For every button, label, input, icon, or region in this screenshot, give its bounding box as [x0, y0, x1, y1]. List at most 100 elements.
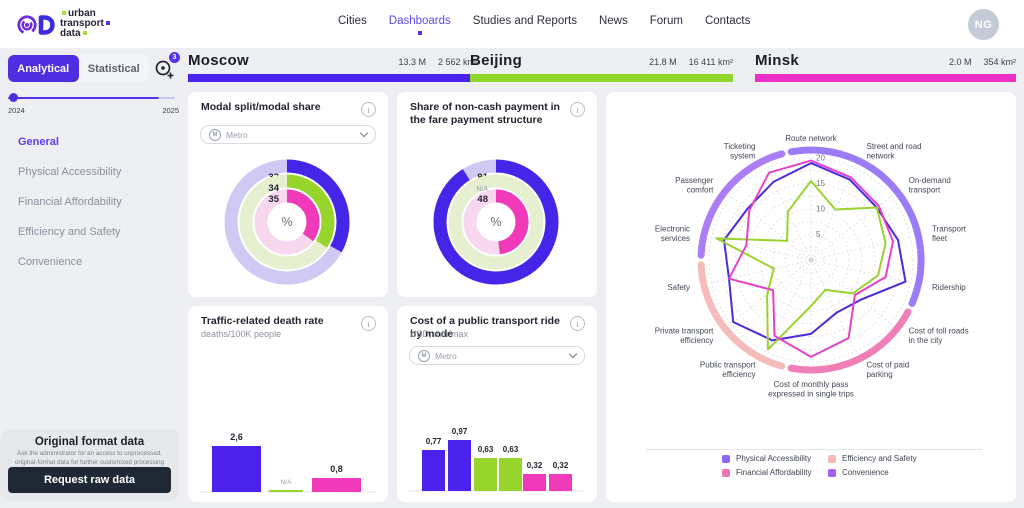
svg-text:15: 15	[816, 179, 825, 188]
svg-text:0,8: 0,8	[330, 464, 343, 474]
noncash-title: Share of non-cash payment in the fare pa…	[410, 101, 560, 127]
city-color-bar	[188, 74, 478, 82]
ride-cost-units: USD, min/max	[410, 329, 469, 339]
legend-swatch	[722, 454, 730, 463]
svg-text:48: 48	[477, 194, 488, 205]
raw-data-card: Original format data Ask the administrat…	[0, 429, 179, 501]
sidebar-item-efficiency-and-safety[interactable]: Efficiency and Safety	[18, 226, 121, 238]
modal-split-title: Modal split/modal share	[201, 101, 321, 113]
city-area: 354 km²	[983, 57, 1016, 67]
brand-square-lime-1	[62, 11, 66, 16]
svg-text:10: 10	[816, 205, 825, 214]
nav-item-dashboards[interactable]: Dashboards	[389, 15, 451, 35]
compare-cities-button[interactable]: 3	[152, 52, 180, 82]
city-area: 2 562 km²	[437, 57, 478, 67]
request-raw-data-button[interactable]: Request raw data	[8, 467, 171, 493]
svg-text:N/A: N/A	[281, 479, 293, 486]
brand-wordmark: urban transport data	[60, 9, 112, 39]
metro-icon: M	[418, 349, 430, 362]
sidebar-item-general[interactable]: General	[18, 136, 59, 148]
modal-split-card: Modal split/modal share i M Metro 33 34 35…	[188, 92, 388, 297]
brand-square-purple	[105, 21, 110, 26]
city-color-bar	[755, 74, 1016, 82]
ride-cost-mode-dropdown[interactable]: M Metro	[409, 346, 585, 365]
svg-text:5: 5	[816, 230, 821, 239]
legend-label: Convenience	[842, 468, 889, 477]
legend-label: Efficiency and Safety	[842, 454, 917, 463]
svg-text:%: %	[281, 215, 292, 229]
nav-item-forum[interactable]: Forum	[650, 15, 683, 27]
legend-label: Financial Affordability	[736, 468, 812, 477]
nav-item-studies-and-reports[interactable]: Studies and Reports	[473, 15, 577, 27]
raw-data-title: Original format data	[34, 436, 145, 448]
svg-text:0,63: 0,63	[478, 445, 494, 454]
info-icon[interactable]: i	[361, 316, 376, 331]
legend-swatch	[828, 468, 836, 477]
sidebar-item-physical-accessibility[interactable]: Physical Accessibility	[18, 166, 122, 178]
noncash-card: Share of non-cash payment in the fare pa…	[397, 92, 597, 297]
svg-text:0,63: 0,63	[503, 445, 519, 454]
legend-item-convenience: Convenience	[828, 468, 889, 477]
legend-item-physical-accessibility: Physical Accessibility	[722, 454, 811, 463]
tab-statistical[interactable]: Statistical	[79, 55, 150, 82]
legend-swatch	[828, 454, 836, 463]
legend-label: Physical Accessibility	[736, 454, 812, 463]
death-rate-card: Traffic-related death rate deaths/100K p…	[188, 306, 388, 502]
sidebar-item-financial-affordability[interactable]: Financial Affordability	[18, 196, 122, 208]
brand-logo[interactable]: urban transport data	[16, 5, 112, 43]
svg-text:N/A: N/A	[476, 186, 488, 193]
city-population: 2.0 M	[948, 57, 972, 67]
death-rate-title: Traffic-related death rate	[201, 315, 324, 327]
sidebar-menu: General Physical Accessibility Financial A…	[18, 136, 122, 286]
death-rate-bar-chart: 2,6 N/A 0,8	[200, 432, 376, 493]
legend-item-efficiency-and-safety: Efficiency and Safety	[828, 454, 917, 463]
city-header-minsk: Minsk 2.0 M 354 km²	[755, 52, 1016, 82]
svg-text:Ridership: Ridership	[932, 283, 966, 292]
tab-analytical[interactable]: Analytical	[8, 55, 79, 82]
info-icon[interactable]: i	[570, 102, 585, 117]
radar-card: 5 10 15 20 Route network Street and road netwo…	[606, 92, 1016, 502]
year-slider-track[interactable]	[8, 97, 175, 99]
nav-item-label: Dashboards	[388, 15, 451, 27]
year-slider-labels: 2024 2025	[8, 106, 179, 115]
ride-cost-bar-chart: 0,77 0,97 0,63 0,63 0,32 0,32	[409, 427, 585, 492]
modal-split-mode-dropdown[interactable]: M Metro	[200, 125, 376, 144]
city-header-moscow: Moscow 13.3 M 2 562 km²	[188, 52, 478, 82]
year-slider-knob[interactable]	[9, 93, 18, 102]
svg-text:0,32: 0,32	[527, 461, 543, 470]
city-population: 13.3 M	[398, 57, 426, 67]
info-icon[interactable]: i	[361, 102, 376, 117]
city-population: 21.8 M	[649, 57, 677, 67]
compare-count-badge: 3	[169, 52, 180, 63]
user-avatar[interactable]: NG	[968, 9, 999, 40]
ride-cost-card: Cost of a public transport ride by mode …	[397, 306, 597, 502]
city-name: Minsk	[755, 52, 800, 69]
nav-item-cities[interactable]: Cities	[338, 15, 367, 27]
raw-data-description: Ask the administrator for an access to u…	[14, 450, 165, 466]
nav-item-news[interactable]: News	[599, 15, 628, 27]
svg-text:%: %	[490, 215, 501, 229]
noncash-donut-chart: 91N/A48%	[433, 159, 559, 285]
nav-item-label: Cities	[338, 15, 367, 27]
svg-text:34: 34	[268, 183, 279, 194]
nav-item-contacts[interactable]: Contacts	[705, 15, 750, 27]
death-rate-units: deaths/100K people	[201, 329, 282, 339]
svg-text:0,77: 0,77	[426, 437, 442, 446]
legend-divider	[646, 449, 982, 450]
dropdown-value: Metro	[226, 129, 248, 140]
metro-icon: M	[209, 128, 221, 141]
info-icon[interactable]: i	[570, 316, 585, 331]
year-slider[interactable]	[8, 93, 175, 103]
sidebar-item-convenience[interactable]: Convenience	[18, 256, 83, 268]
mode-tabs: Analytical Statistical	[8, 55, 149, 82]
